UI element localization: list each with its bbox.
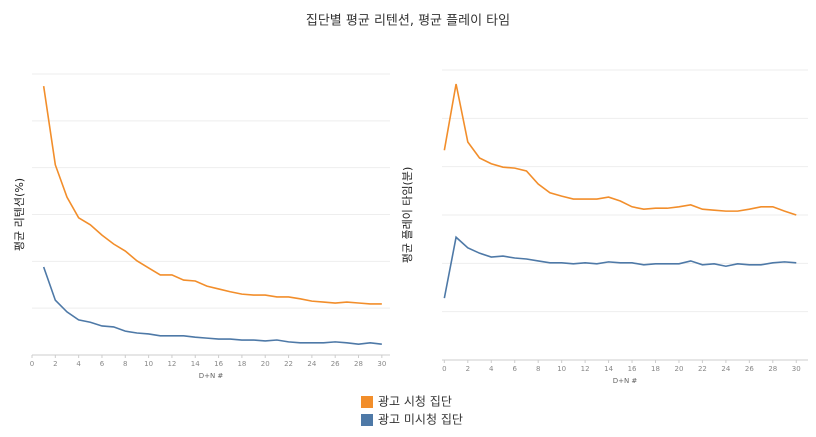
title: 집단별 평균 리텐션, 평균 플레이 타임: [306, 14, 510, 29]
legend-label: 광고 미시청 집단: [378, 413, 463, 427]
x-tick-label: 2: [466, 365, 470, 373]
x-tick-label: 10: [144, 360, 153, 368]
x-tick-label: 2: [53, 360, 57, 368]
x-tick-label: 4: [489, 365, 494, 373]
x-tick-label: 24: [721, 365, 730, 373]
legend-swatch: [361, 396, 373, 408]
x-tick-label: 12: [581, 365, 590, 373]
x-tick-label: 16: [628, 365, 637, 373]
x-tick-label: 16: [214, 360, 223, 368]
x-tick-label: 30: [792, 365, 801, 373]
y-axis-label: 평균 플레이 타임(분): [401, 167, 414, 264]
x-tick-label: 26: [331, 360, 340, 368]
x-tick-label: 24: [307, 360, 316, 368]
x-tick-label: 22: [284, 360, 293, 368]
x-tick-label: 0: [442, 365, 446, 373]
x-tick-label: 6: [512, 365, 517, 373]
x-tick-label: 8: [123, 360, 127, 368]
x-tick-label: 30: [377, 360, 386, 368]
x-tick-label: 18: [651, 365, 660, 373]
x-tick-label: 20: [261, 360, 270, 368]
x-tick-label: 14: [191, 360, 200, 368]
x-tick-label: 14: [604, 365, 613, 373]
x-tick-label: 8: [536, 365, 540, 373]
x-axis-label: D+N #: [199, 372, 224, 380]
x-tick-label: 12: [167, 360, 176, 368]
series-line: 광고 시청 집단: [42, 86, 382, 305]
x-tick-label: 28: [768, 365, 777, 373]
series-line: 광고 시청 집단: [443, 83, 797, 216]
x-axis-label: D+N #: [613, 377, 638, 385]
legend-label: 광고 시청 집단: [378, 395, 452, 409]
x-tick-label: 22: [698, 365, 707, 373]
x-tick-label: 0: [30, 360, 34, 368]
legend-swatch: [361, 414, 373, 426]
x-tick-label: 28: [354, 360, 363, 368]
series-line: 광고 미시청 집단: [443, 235, 797, 299]
x-tick-label: 6: [100, 360, 105, 368]
x-tick-label: 4: [76, 360, 81, 368]
series-line: 광고 미시청 집단: [42, 266, 382, 346]
x-tick-label: 20: [675, 365, 684, 373]
y-axis-label: 평균 리텐션(%): [13, 178, 26, 251]
x-tick-label: 18: [237, 360, 246, 368]
x-tick-label: 10: [557, 365, 566, 373]
x-tick-label: 26: [745, 365, 754, 373]
